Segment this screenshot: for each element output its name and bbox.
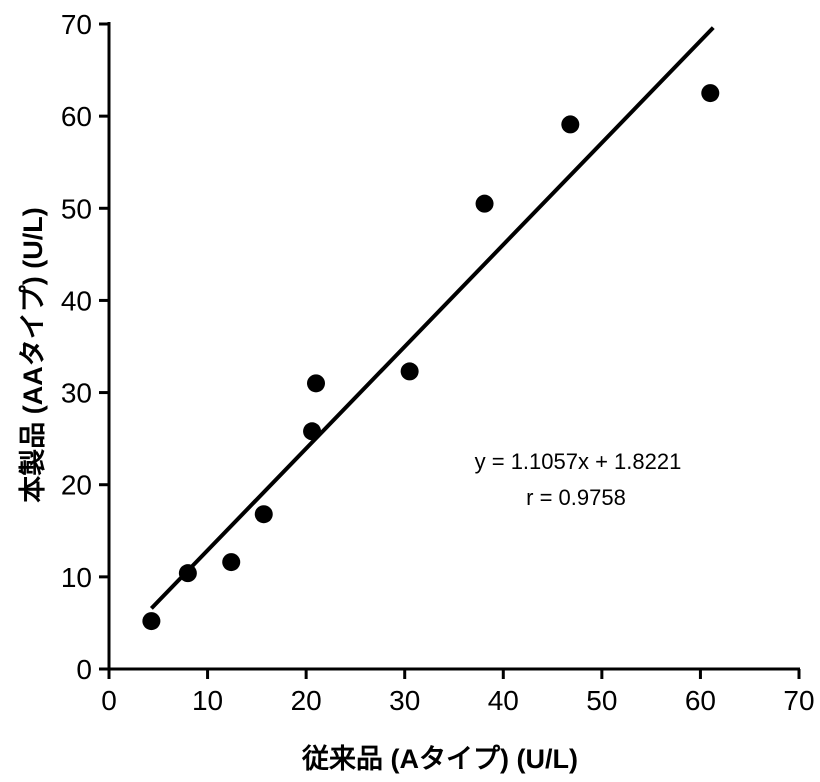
y-tick-label: 50 <box>61 193 92 224</box>
r-label: r = 0.9758 <box>526 485 626 510</box>
data-point <box>701 84 720 103</box>
data-point <box>307 374 325 393</box>
x-tick-label: 10 <box>192 685 223 716</box>
data-point <box>400 362 419 381</box>
x-tick-label: 20 <box>291 685 322 716</box>
y-tick-label: 10 <box>61 562 92 593</box>
equation-label: y = 1.1057x + 1.8221 <box>475 449 682 474</box>
y-tick-label: 60 <box>61 101 92 132</box>
y-tick-label: 20 <box>61 470 92 501</box>
x-axis-title: 従来品 (Aタイプ) (U/L) <box>301 744 578 774</box>
trend-line <box>149 26 715 610</box>
data-point <box>561 115 580 134</box>
y-tick-label: 30 <box>61 378 92 409</box>
data-layer <box>142 26 720 631</box>
x-tick-label: 60 <box>685 685 716 716</box>
data-point <box>142 612 161 631</box>
data-point <box>303 422 322 441</box>
y-tick-label: 0 <box>76 654 92 685</box>
x-tick-label: 50 <box>586 685 617 716</box>
x-tick-label: 40 <box>488 685 519 716</box>
data-point <box>178 564 197 583</box>
data-point <box>475 194 494 213</box>
x-tick-label: 30 <box>389 685 420 716</box>
axes-layer: 0 10 20 30 40 50 60 70 0 10 20 30 40 50 60 70 <box>61 9 815 716</box>
y-axis-title: 本製品 (AAタイプ) (U/L) <box>18 207 48 502</box>
x-tick-label: 70 <box>783 685 814 716</box>
y-tick-label: 70 <box>61 9 92 40</box>
data-point <box>222 553 241 572</box>
y-tick-label: 40 <box>61 285 92 316</box>
x-tick-label: 0 <box>101 685 117 716</box>
data-point <box>254 505 273 524</box>
